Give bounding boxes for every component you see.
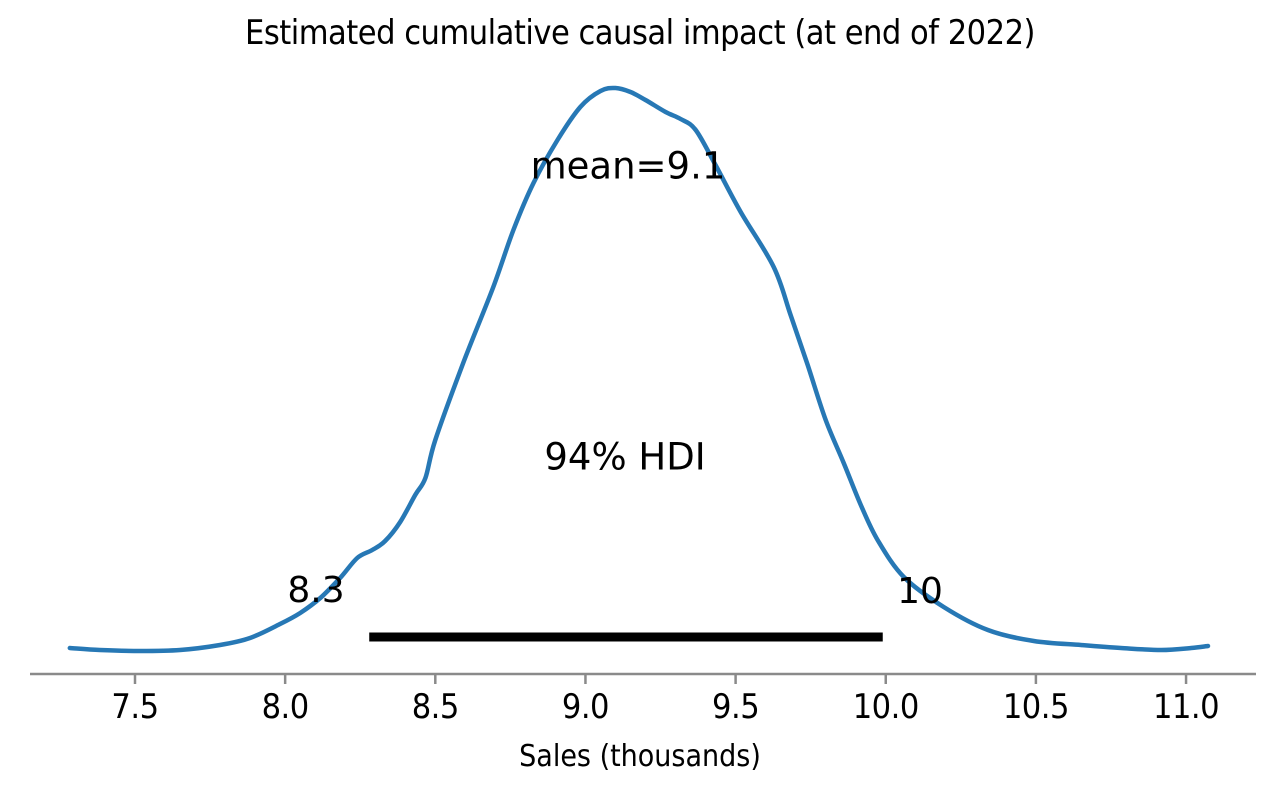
hdi-low-label: 8.3 [287,570,345,611]
x-tick-label: 11.0 [1153,687,1220,727]
x-tick-label: 7.5 [111,687,159,727]
x-tick-label: 9.5 [712,687,760,727]
x-axis-tick-marks [133,674,1188,684]
x-tick-label: 10.0 [852,687,920,727]
hdi-bar [369,632,883,642]
hdi-annotation: 94% HDI [544,435,706,479]
x-tick-label: 10.5 [1002,687,1070,727]
mean-annotation: mean=9.1 [530,144,726,188]
x-tick-label: 8.5 [411,687,460,727]
x-tick-label: 9.0 [561,687,610,727]
kde-curve [67,85,1211,654]
chart-title: Estimated cumulative causal impact (at e… [244,13,1036,53]
x-tick-label: 8.0 [261,687,310,727]
x-axis-label: Sales (thousands) [519,739,761,774]
hdi-high-label: 10 [897,571,943,612]
